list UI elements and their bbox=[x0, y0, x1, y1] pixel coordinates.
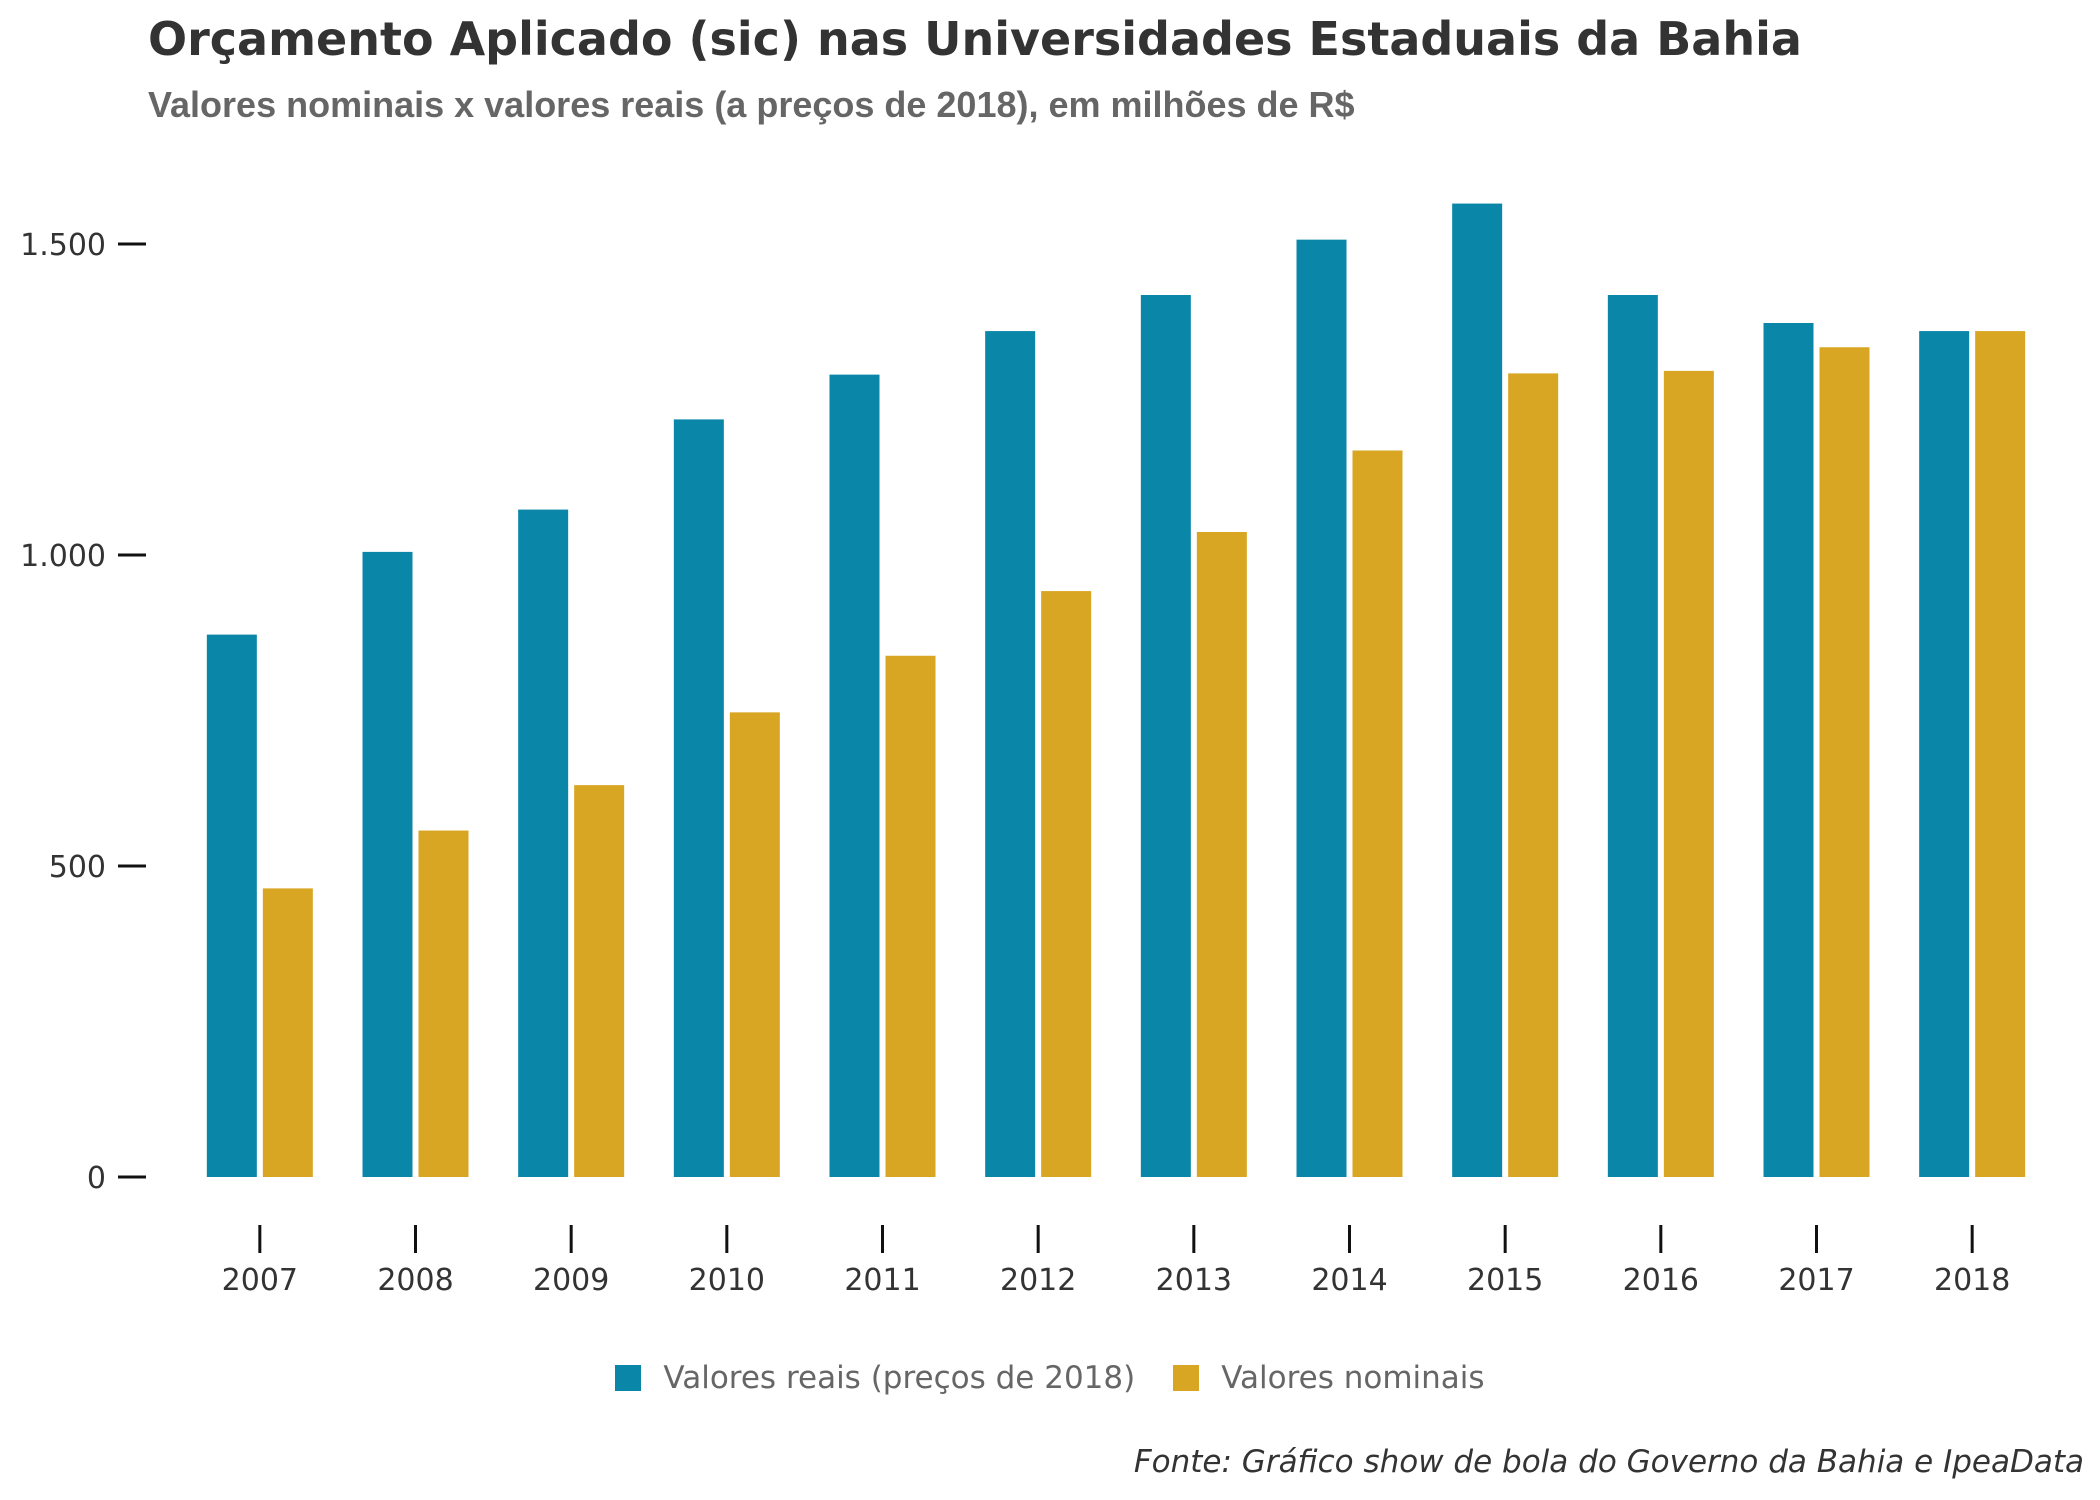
bar-real-2009 bbox=[518, 509, 569, 1177]
bar-nominal-2008 bbox=[418, 830, 469, 1177]
x-tick-label-2018: 2018 bbox=[1934, 1263, 2010, 1298]
y-tick-label: 0 bbox=[87, 1161, 106, 1196]
bar-nominal-2009 bbox=[574, 785, 625, 1177]
y-tick-label: 500 bbox=[49, 850, 106, 885]
bar-nominal-2007 bbox=[262, 888, 313, 1177]
y-tick-label: 1.000 bbox=[20, 539, 106, 574]
bar-real-2013 bbox=[1140, 295, 1191, 1177]
x-tick-label-2015: 2015 bbox=[1467, 1263, 1543, 1298]
x-tick-label-2011: 2011 bbox=[844, 1263, 920, 1298]
legend-swatch-real bbox=[615, 1365, 642, 1391]
bars bbox=[206, 203, 2026, 1178]
bar-real-2015 bbox=[1452, 203, 1503, 1177]
chart-subtitle: Valores nominais x valores reais (a preç… bbox=[148, 84, 1355, 125]
bar-nominal-2011 bbox=[885, 655, 936, 1177]
legend-label-nominal: Valores nominais bbox=[1221, 1360, 1485, 1396]
bar-real-2012 bbox=[985, 331, 1036, 1178]
legend-item-nominal: Valores nominais bbox=[1173, 1360, 1485, 1396]
bar-nominal-2014 bbox=[1352, 450, 1403, 1177]
bar-real-2016 bbox=[1607, 295, 1658, 1177]
bar-nominal-2010 bbox=[729, 712, 780, 1177]
source-note: Fonte: Gráfico show de bola do Governo d… bbox=[1133, 1444, 2084, 1480]
x-tick-label-2014: 2014 bbox=[1311, 1263, 1387, 1298]
legend-label-real: Valores reais (preços de 2018) bbox=[663, 1360, 1136, 1396]
bar-real-2017 bbox=[1763, 322, 1814, 1177]
bar-real-2018 bbox=[1919, 331, 1970, 1178]
legend-item-real: Valores reais (preços de 2018) bbox=[615, 1360, 1135, 1396]
y-tick-label: 1.500 bbox=[20, 228, 106, 263]
bar-real-2008 bbox=[362, 551, 413, 1177]
chart-title: Orçamento Aplicado (sic) nas Universidad… bbox=[148, 12, 1802, 66]
bar-nominal-2018 bbox=[1975, 331, 2026, 1178]
x-tick-label-2007: 2007 bbox=[222, 1263, 298, 1298]
x-axis: 2007 2008 2009 2010 2011 2012 2013 2014 2015 2016… bbox=[222, 1225, 2010, 1298]
bar-real-2014 bbox=[1296, 239, 1347, 1177]
x-tick-label-2017: 2017 bbox=[1778, 1263, 1854, 1298]
bar-nominal-2013 bbox=[1196, 531, 1247, 1177]
bar-real-2007 bbox=[206, 634, 257, 1177]
bar-real-2011 bbox=[829, 374, 880, 1177]
x-tick-label-2010: 2010 bbox=[689, 1263, 765, 1298]
legend: Valores reais (preços de 2018) Valores n… bbox=[0, 1360, 2100, 1396]
x-tick-label-2009: 2009 bbox=[533, 1263, 609, 1298]
x-tick-label-2012: 2012 bbox=[1000, 1263, 1076, 1298]
x-tick-label-2016: 2016 bbox=[1623, 1263, 1699, 1298]
x-tick-label-2013: 2013 bbox=[1156, 1263, 1232, 1298]
bar-nominal-2016 bbox=[1663, 370, 1714, 1177]
x-tick-label-2008: 2008 bbox=[377, 1263, 453, 1298]
bar-nominal-2015 bbox=[1508, 373, 1559, 1178]
legend-swatch-nominal bbox=[1173, 1365, 1200, 1391]
bar-nominal-2012 bbox=[1041, 591, 1092, 1177]
bar-real-2010 bbox=[673, 419, 724, 1177]
bar-nominal-2017 bbox=[1819, 347, 1870, 1177]
y-axis: 0 500 1.000 1.500 bbox=[20, 228, 146, 1196]
